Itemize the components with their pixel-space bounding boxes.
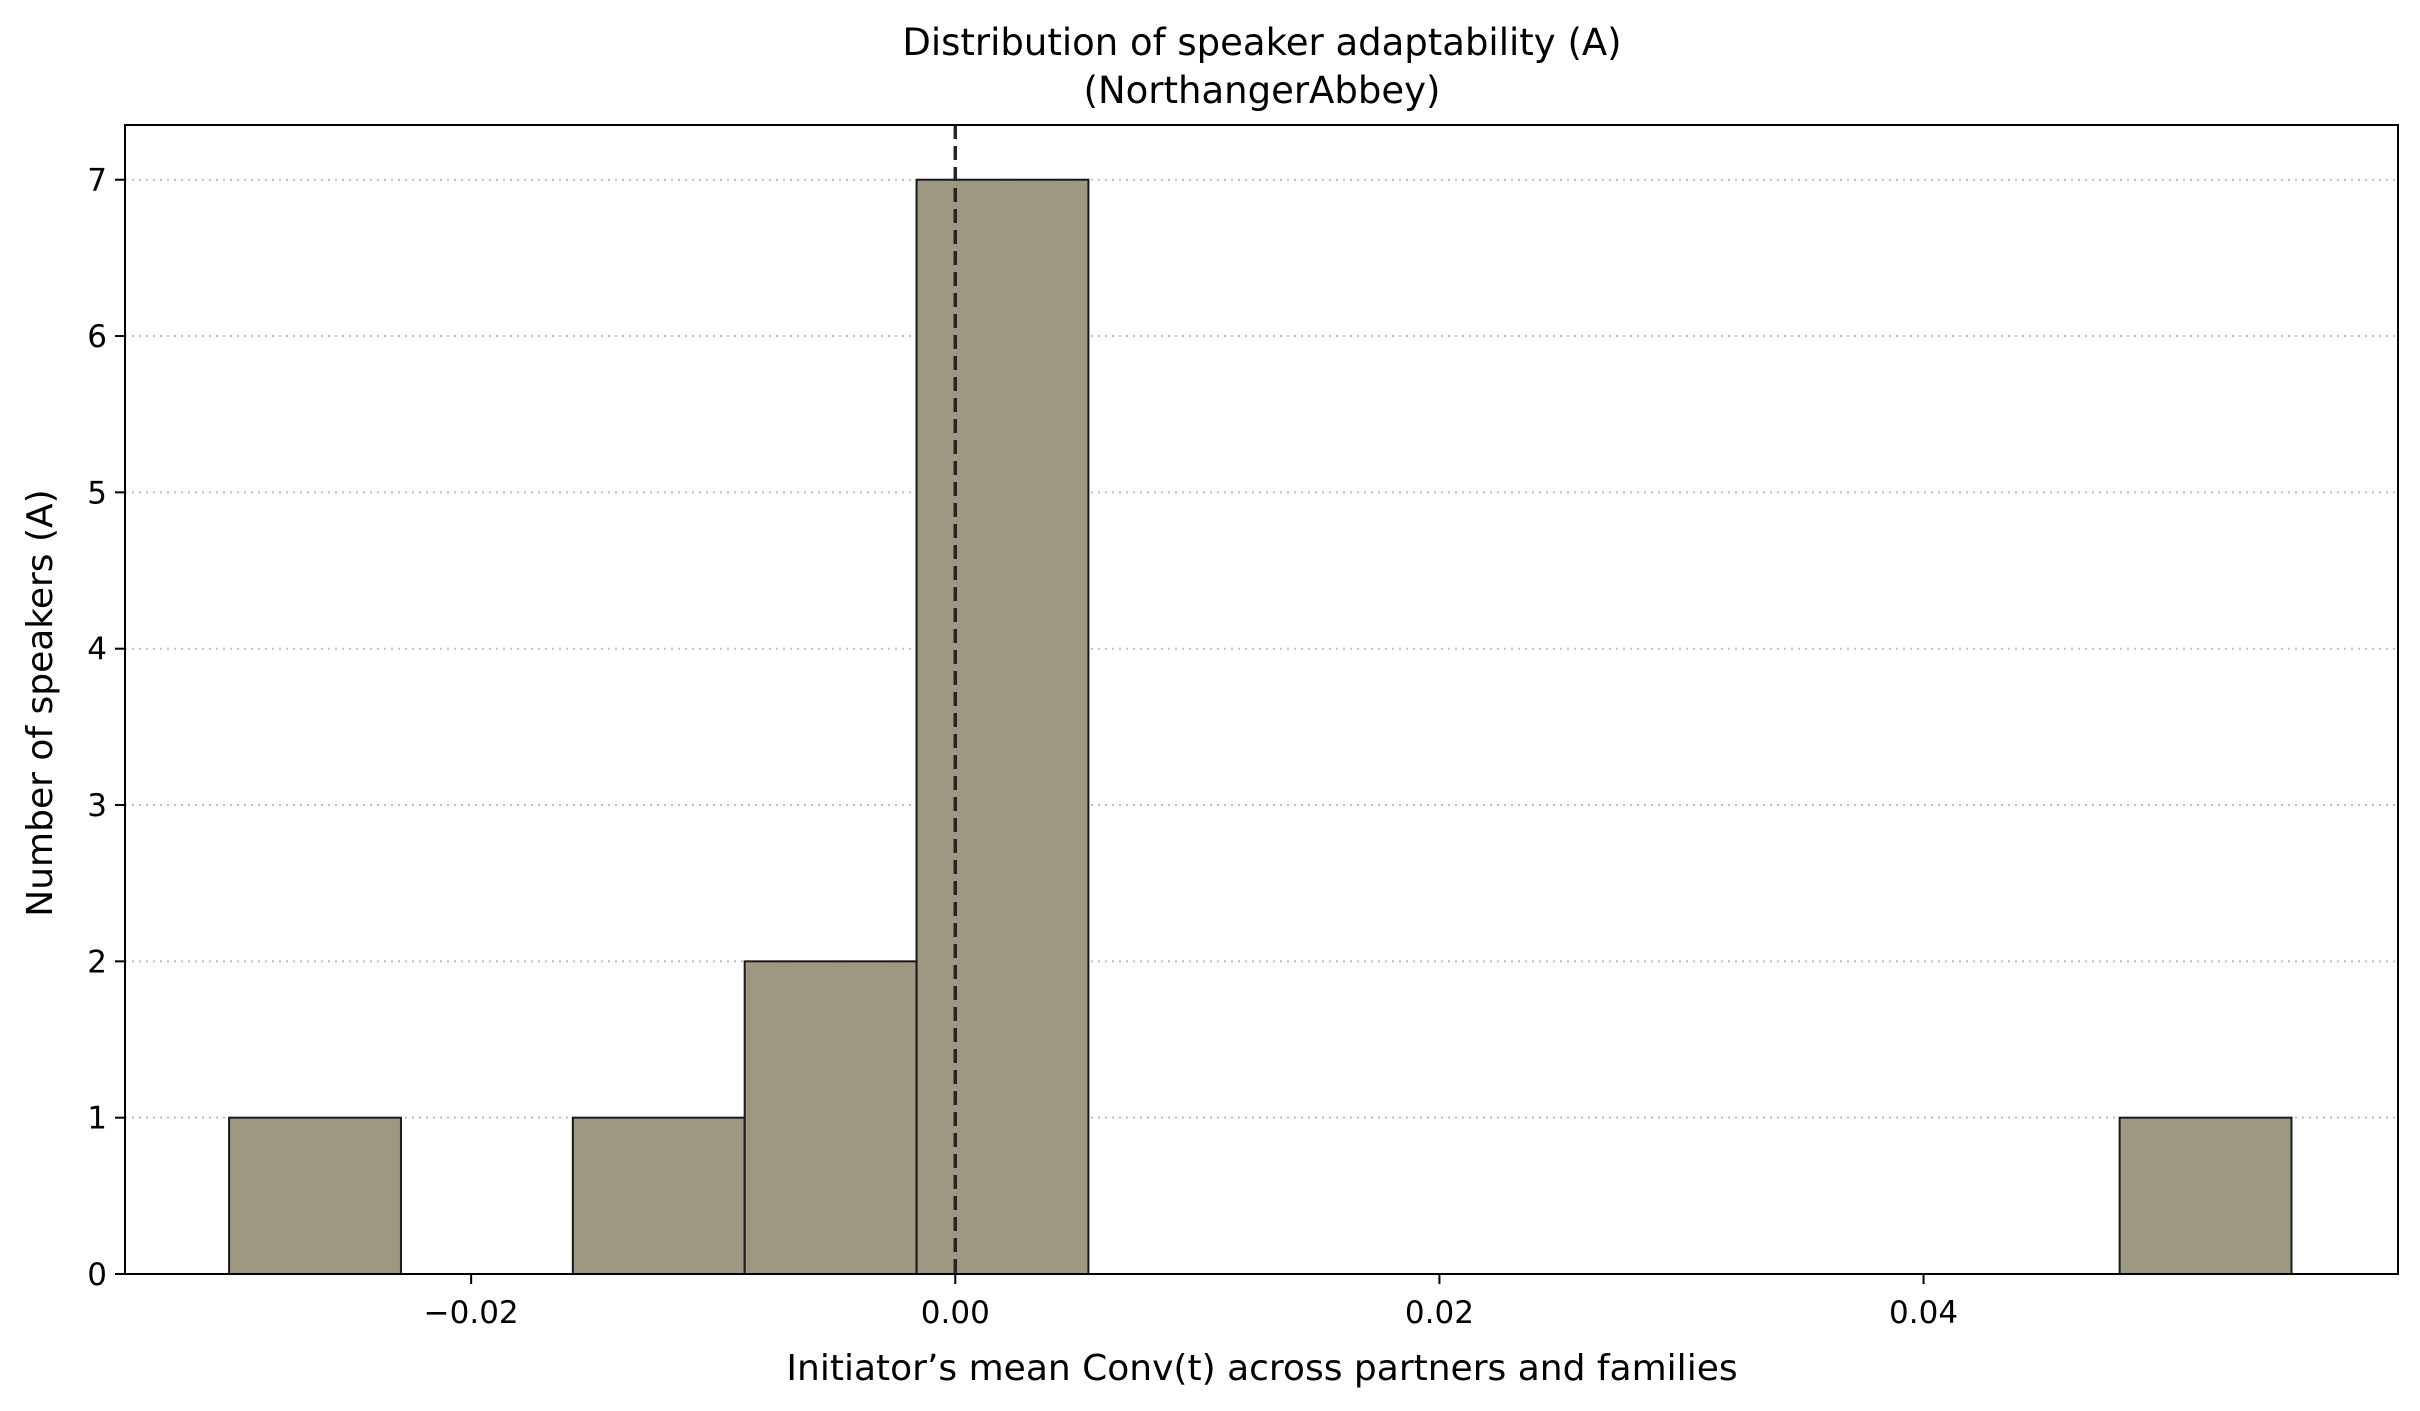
histogram-bars	[228, 178, 2293, 1276]
x-tick-label-3: 0.04	[1889, 1295, 1958, 1331]
chart-subtitle: (NorthangerAbbey)	[1084, 69, 1441, 112]
chart-title: Distribution of speaker adaptability (A)	[902, 21, 1621, 64]
histogram-bar-4	[915, 178, 1090, 1276]
y-axis-label: Number of speakers (A)	[20, 489, 61, 916]
histogram-bar-2	[571, 1116, 746, 1275]
y-tick-label-2: 2	[87, 944, 107, 980]
y-tick-label-1: 1	[87, 1101, 107, 1137]
y-axis-ticks: 0 1 2 3 4 5 6 7	[87, 163, 125, 1293]
y-tick-label-3: 3	[87, 788, 107, 824]
plot-frame	[124, 124, 2399, 1275]
x-tick-label-2: 0.02	[1405, 1295, 1474, 1331]
x-axis-ticks: −0.02 0.00 0.02 0.04	[424, 1274, 1958, 1331]
x-tick-label-1: 0.00	[921, 1295, 990, 1331]
y-tick-label-4: 4	[87, 632, 107, 668]
y-tick-label-5: 5	[87, 475, 107, 511]
y-tick-label-6: 6	[87, 319, 107, 355]
y-tick-label-7: 7	[87, 163, 107, 199]
histogram-bar-0	[228, 1116, 402, 1275]
y-gridlines	[125, 178, 2398, 1119]
x-tick-label-0: −0.02	[424, 1295, 519, 1331]
histogram-bar-11	[2118, 1116, 2293, 1275]
histogram-bar-3	[743, 960, 918, 1275]
x-axis-label: Initiator’s mean Conv(t) across partners…	[786, 1348, 1737, 1389]
y-tick-label-0: 0	[87, 1257, 107, 1293]
